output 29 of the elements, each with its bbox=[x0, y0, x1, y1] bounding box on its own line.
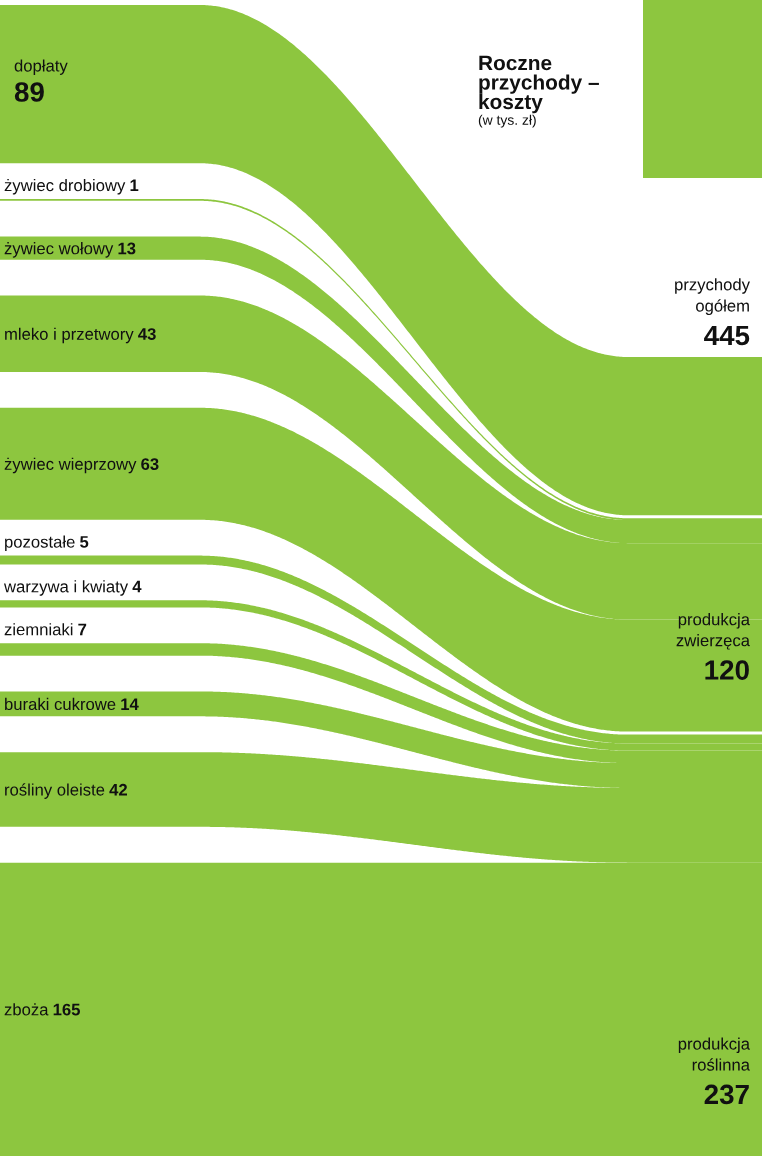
data-label: 1 bbox=[130, 179, 139, 192]
category-label: dopłaty bbox=[14, 59, 68, 75]
category-label: ziemniaki bbox=[4, 623, 73, 636]
text: przychody ogółem 445 bbox=[675, 278, 750, 346]
category-label: żywiec wołowy bbox=[4, 242, 114, 258]
data-label: 13 bbox=[118, 242, 136, 255]
category-label: zboża bbox=[4, 1003, 49, 1016]
data-label: 5 bbox=[80, 536, 89, 548]
data-label: 4 bbox=[132, 580, 142, 593]
data-label: 43 bbox=[138, 328, 156, 340]
series-label: produkcja zwierzęca bbox=[676, 613, 750, 650]
category-label: mleko i przetwory bbox=[5, 327, 134, 344]
text: Roczne przychody – koszty bbox=[479, 55, 599, 114]
data-label: 7 bbox=[78, 623, 87, 636]
data-label: 14 bbox=[121, 698, 139, 710]
text: 120 bbox=[705, 660, 749, 680]
category-label: pozostałe bbox=[5, 535, 75, 552]
text: (w tys. zł) bbox=[478, 114, 536, 128]
category-label: żywiec drobiowy bbox=[4, 178, 126, 195]
series-label: produkcja roślinna bbox=[678, 1037, 750, 1071]
data-label: 42 bbox=[109, 783, 127, 796]
category-label: warzywa i kwiaty bbox=[3, 580, 129, 596]
data-label: 89 bbox=[14, 82, 44, 102]
category-label: rośliny oleiste bbox=[5, 783, 105, 799]
category-label: żywiec wieprzowy bbox=[4, 457, 137, 474]
text: 237 bbox=[704, 1084, 749, 1105]
data-label: 63 bbox=[141, 458, 159, 470]
data-label: 165 bbox=[53, 1003, 80, 1016]
category-label: buraki cukrowe bbox=[5, 697, 116, 711]
